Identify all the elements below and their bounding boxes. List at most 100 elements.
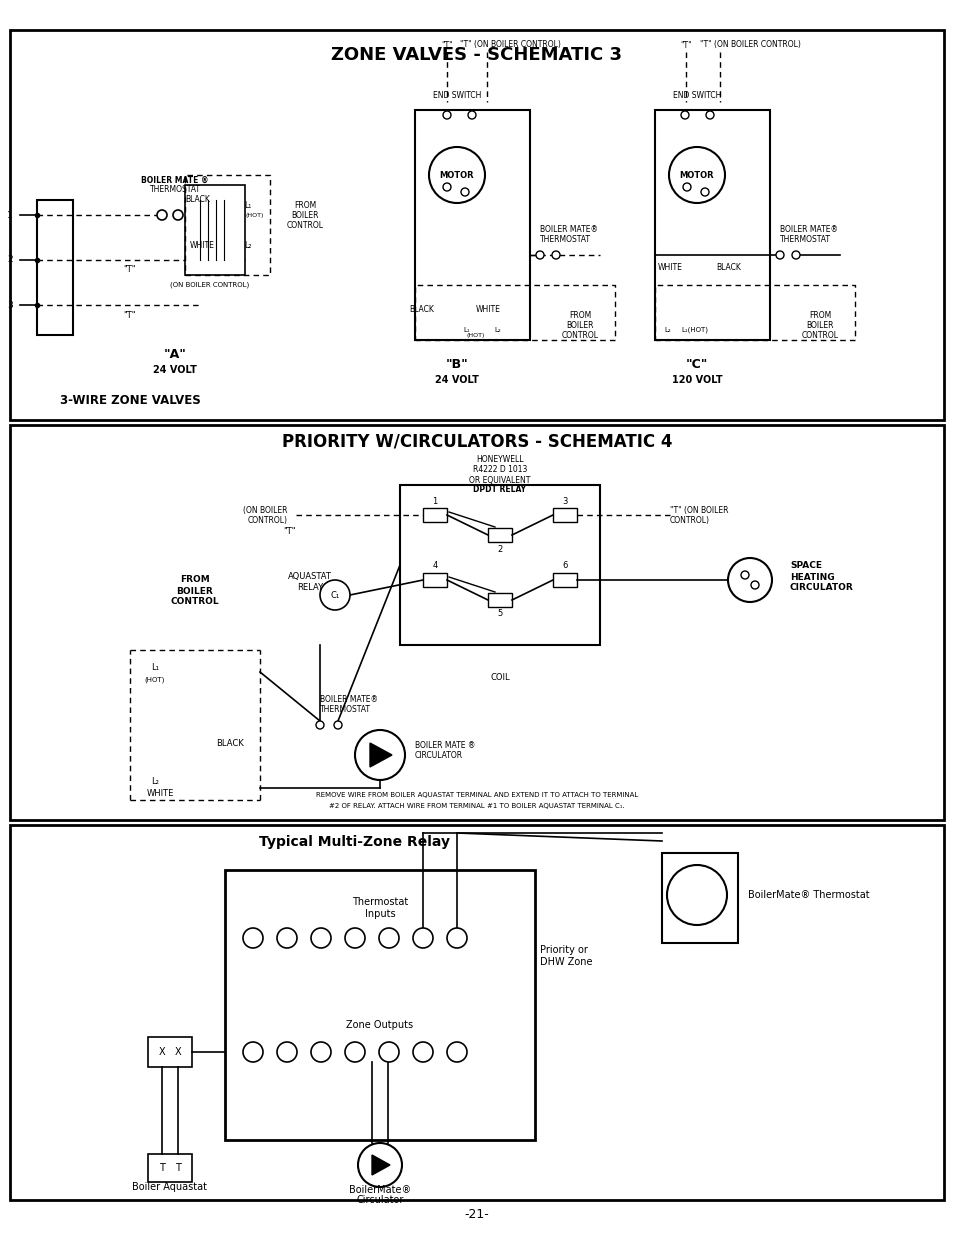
- Bar: [185, 185, 245, 275]
- Text: 1: 1: [8, 210, 13, 220]
- Text: L₁: L₁: [463, 327, 470, 333]
- Text: REMOVE WIRE FROM BOILER AQUASTAT TERMINAL AND EXTEND IT TO ATTACH TO TERMINAL: REMOVE WIRE FROM BOILER AQUASTAT TERMINA…: [315, 792, 638, 798]
- Circle shape: [447, 927, 467, 948]
- Text: X: X: [174, 1047, 181, 1057]
- Text: CONTROL): CONTROL): [248, 515, 288, 525]
- Text: BOILER MATE ®: BOILER MATE ®: [141, 175, 209, 184]
- Text: CIRCULATOR: CIRCULATOR: [789, 583, 853, 593]
- Circle shape: [700, 188, 708, 196]
- Text: Boiler Aquastat: Boiler Aquastat: [132, 1182, 208, 1192]
- Text: T: T: [175, 1163, 181, 1173]
- Text: DHW Zone: DHW Zone: [539, 957, 592, 967]
- Text: 2: 2: [497, 545, 502, 553]
- Text: WHITE: WHITE: [658, 263, 682, 272]
- Text: CONTROL): CONTROL): [669, 515, 709, 525]
- Text: CONTROL: CONTROL: [171, 598, 219, 606]
- Text: L₁: L₁: [244, 200, 252, 210]
- Text: WHITE: WHITE: [190, 241, 214, 249]
- Text: HONEYWELL: HONEYWELL: [476, 456, 523, 464]
- Bar: [10, 425, 943, 820]
- Text: "T": "T": [440, 41, 453, 49]
- Text: RELAY: RELAY: [296, 583, 323, 593]
- Text: 3-WIRE ZONE VALVES: 3-WIRE ZONE VALVES: [59, 394, 200, 406]
- Polygon shape: [370, 743, 392, 767]
- Bar: [553, 573, 577, 587]
- Circle shape: [750, 580, 759, 589]
- Circle shape: [666, 864, 726, 925]
- Circle shape: [468, 111, 476, 119]
- Circle shape: [378, 1042, 398, 1062]
- Text: FROM: FROM: [808, 310, 830, 320]
- Text: BLACK: BLACK: [185, 195, 210, 205]
- Text: "C": "C": [685, 358, 707, 372]
- Circle shape: [172, 210, 183, 220]
- Bar: [225, 869, 535, 1140]
- Text: BOILER: BOILER: [176, 587, 213, 595]
- Text: 24 VOLT: 24 VOLT: [435, 375, 478, 385]
- Circle shape: [311, 1042, 331, 1062]
- Circle shape: [791, 251, 800, 259]
- Bar: [661, 853, 738, 944]
- Text: BOILER MATE®: BOILER MATE®: [780, 226, 837, 235]
- Text: -21-: -21-: [464, 1209, 489, 1221]
- Circle shape: [668, 147, 724, 203]
- Text: (ON BOILER: (ON BOILER: [243, 505, 288, 515]
- Text: "T": "T": [679, 41, 691, 49]
- Text: THERMOSTAT: THERMOSTAT: [539, 236, 590, 245]
- Text: "T": "T": [124, 310, 136, 320]
- Text: "T" (ON BOILER CONTROL): "T" (ON BOILER CONTROL): [459, 41, 560, 49]
- Circle shape: [243, 1042, 263, 1062]
- Text: BLACK: BLACK: [716, 263, 740, 272]
- Circle shape: [442, 183, 451, 191]
- Text: "A": "A": [163, 348, 186, 362]
- Text: THERMOSTAT: THERMOSTAT: [319, 705, 371, 715]
- Text: L₁(HOT): L₁(HOT): [680, 327, 708, 333]
- Text: BLACK: BLACK: [216, 739, 244, 747]
- Text: FROM: FROM: [568, 310, 591, 320]
- Circle shape: [334, 721, 341, 729]
- Text: (HOT): (HOT): [246, 212, 264, 217]
- Bar: [10, 825, 943, 1200]
- Text: 120 VOLT: 120 VOLT: [671, 375, 721, 385]
- Circle shape: [682, 183, 690, 191]
- Circle shape: [775, 251, 783, 259]
- Text: FROM: FROM: [294, 200, 315, 210]
- Circle shape: [429, 147, 484, 203]
- Text: X: X: [158, 1047, 165, 1057]
- Text: MOTOR: MOTOR: [679, 170, 714, 179]
- Circle shape: [345, 1042, 365, 1062]
- Text: 2: 2: [8, 256, 13, 264]
- Text: "T" (ON BOILER: "T" (ON BOILER: [669, 505, 728, 515]
- Text: BoilerMate®: BoilerMate®: [349, 1186, 411, 1195]
- Circle shape: [345, 927, 365, 948]
- Text: L₂: L₂: [244, 241, 252, 249]
- Circle shape: [740, 571, 748, 579]
- Bar: [148, 1037, 192, 1067]
- Text: CONTROL: CONTROL: [801, 331, 838, 340]
- Text: 3: 3: [561, 496, 567, 505]
- Text: Priority or: Priority or: [539, 945, 587, 955]
- Circle shape: [413, 1042, 433, 1062]
- Text: FROM: FROM: [180, 576, 210, 584]
- Circle shape: [442, 111, 451, 119]
- Bar: [399, 485, 599, 645]
- Text: (HOT): (HOT): [466, 332, 485, 337]
- Circle shape: [276, 1042, 296, 1062]
- Text: THERMOSTAT: THERMOSTAT: [150, 185, 200, 194]
- Text: L₂: L₂: [494, 327, 501, 333]
- Text: Inputs: Inputs: [364, 909, 395, 919]
- Text: HEATING: HEATING: [789, 573, 834, 582]
- Circle shape: [311, 927, 331, 948]
- Text: 1: 1: [432, 496, 437, 505]
- Text: (ON BOILER CONTROL): (ON BOILER CONTROL): [171, 282, 250, 288]
- Bar: [422, 508, 447, 522]
- Text: SPACE: SPACE: [789, 562, 821, 571]
- Circle shape: [157, 210, 167, 220]
- Text: CIRCULATOR: CIRCULATOR: [415, 751, 462, 760]
- Text: "T": "T": [124, 266, 136, 274]
- Text: BOILER MATE ®: BOILER MATE ®: [415, 741, 475, 750]
- Bar: [422, 573, 447, 587]
- Text: BOILER: BOILER: [291, 210, 318, 220]
- Text: 3: 3: [8, 300, 13, 310]
- Text: CONTROL: CONTROL: [286, 221, 323, 230]
